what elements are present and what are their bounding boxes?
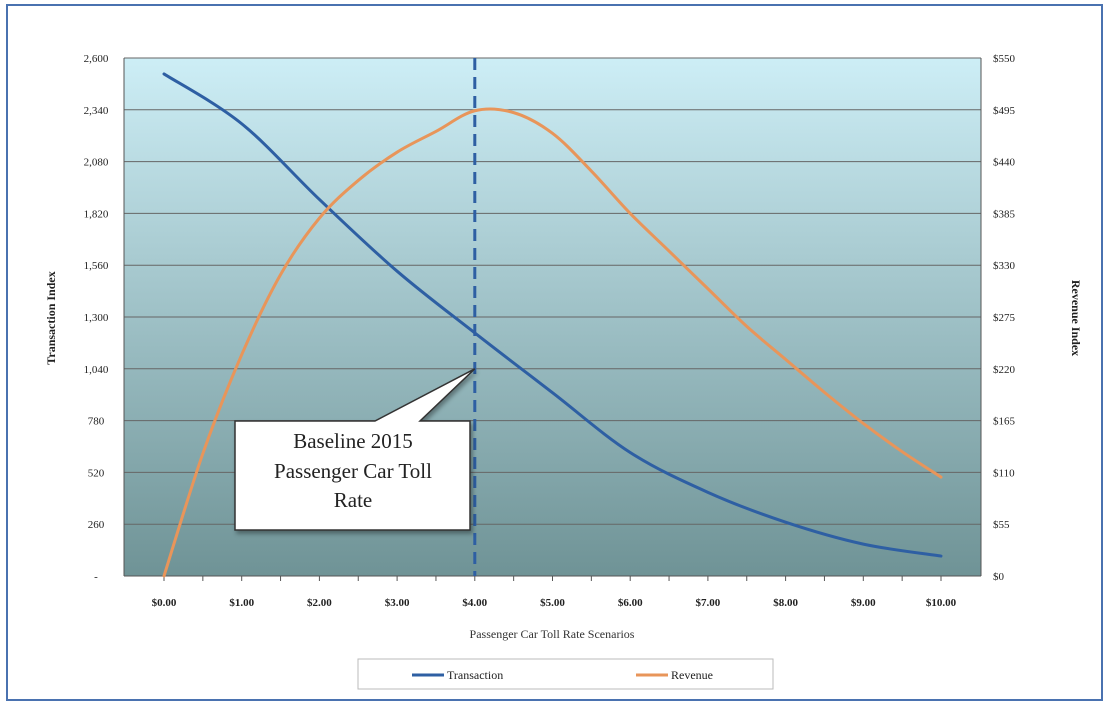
y-left-tick-label: 260 xyxy=(88,519,105,531)
y-left-tick-label: 2,340 xyxy=(84,105,109,117)
y-left-tick-label: 2,600 xyxy=(84,53,109,65)
y-right-tick-label: $110 xyxy=(993,467,1015,479)
legend-label-revenue: Revenue xyxy=(671,668,713,682)
y-left-tick-label: 1,040 xyxy=(84,364,109,376)
y-right-tick-label: $275 xyxy=(993,312,1016,324)
x-tick-label: $6.00 xyxy=(618,597,643,609)
legend: Transaction Revenue xyxy=(357,658,774,690)
x-tick-label: $3.00 xyxy=(385,597,410,609)
series-line-transaction xyxy=(162,72,943,558)
y-left-tick-label: 520 xyxy=(88,467,105,479)
callout-line-2: Passenger Car Toll xyxy=(274,459,432,483)
x-tick-label: $7.00 xyxy=(696,597,721,609)
y-axis-left-title: Transaction Index xyxy=(44,271,58,364)
series-line-revenue xyxy=(162,107,943,578)
y-right-tick-label: $165 xyxy=(993,416,1016,428)
y-left-tick-label: 1,300 xyxy=(84,312,109,324)
y-right-tick-label: $550 xyxy=(993,53,1016,65)
y-right-tick-label: $495 xyxy=(993,105,1016,117)
y-left-tick-label: 2,080 xyxy=(84,157,109,169)
y-right-tick-label: $330 xyxy=(993,260,1016,272)
x-tick-label: $8.00 xyxy=(773,597,798,609)
y-left-tick-label: 1,820 xyxy=(84,208,109,220)
x-tick-label: $10.00 xyxy=(926,597,957,609)
y-axis-right-title: Revenue Index xyxy=(1069,280,1083,356)
x-tick-label: $1.00 xyxy=(229,597,254,609)
y-right-tick-label: $0 xyxy=(993,571,1005,583)
y-right-tick-label: $385 xyxy=(993,208,1016,220)
callout-line-1: Baseline 2015 xyxy=(293,429,413,453)
x-tick-label: $0.00 xyxy=(152,597,177,609)
x-tick-label: $5.00 xyxy=(540,597,565,609)
callout-box xyxy=(234,368,476,531)
y-right-tick-label: $55 xyxy=(993,519,1010,531)
x-tick-label: $4.00 xyxy=(462,597,487,609)
y-right-tick-label: $220 xyxy=(993,364,1016,376)
callout-line-3: Rate xyxy=(334,488,372,512)
x-tick-label: $9.00 xyxy=(851,597,876,609)
y-left-tick-label: - xyxy=(94,571,98,583)
legend-label-transaction: Transaction xyxy=(447,668,503,682)
y-right-tick-label: $440 xyxy=(993,157,1016,169)
x-tick-label: $2.00 xyxy=(307,597,332,609)
x-axis-title: Passenger Car Toll Rate Scenarios xyxy=(470,627,635,641)
y-left-tick-label: 1,560 xyxy=(84,260,109,272)
y-left-tick-label: 780 xyxy=(88,416,105,428)
